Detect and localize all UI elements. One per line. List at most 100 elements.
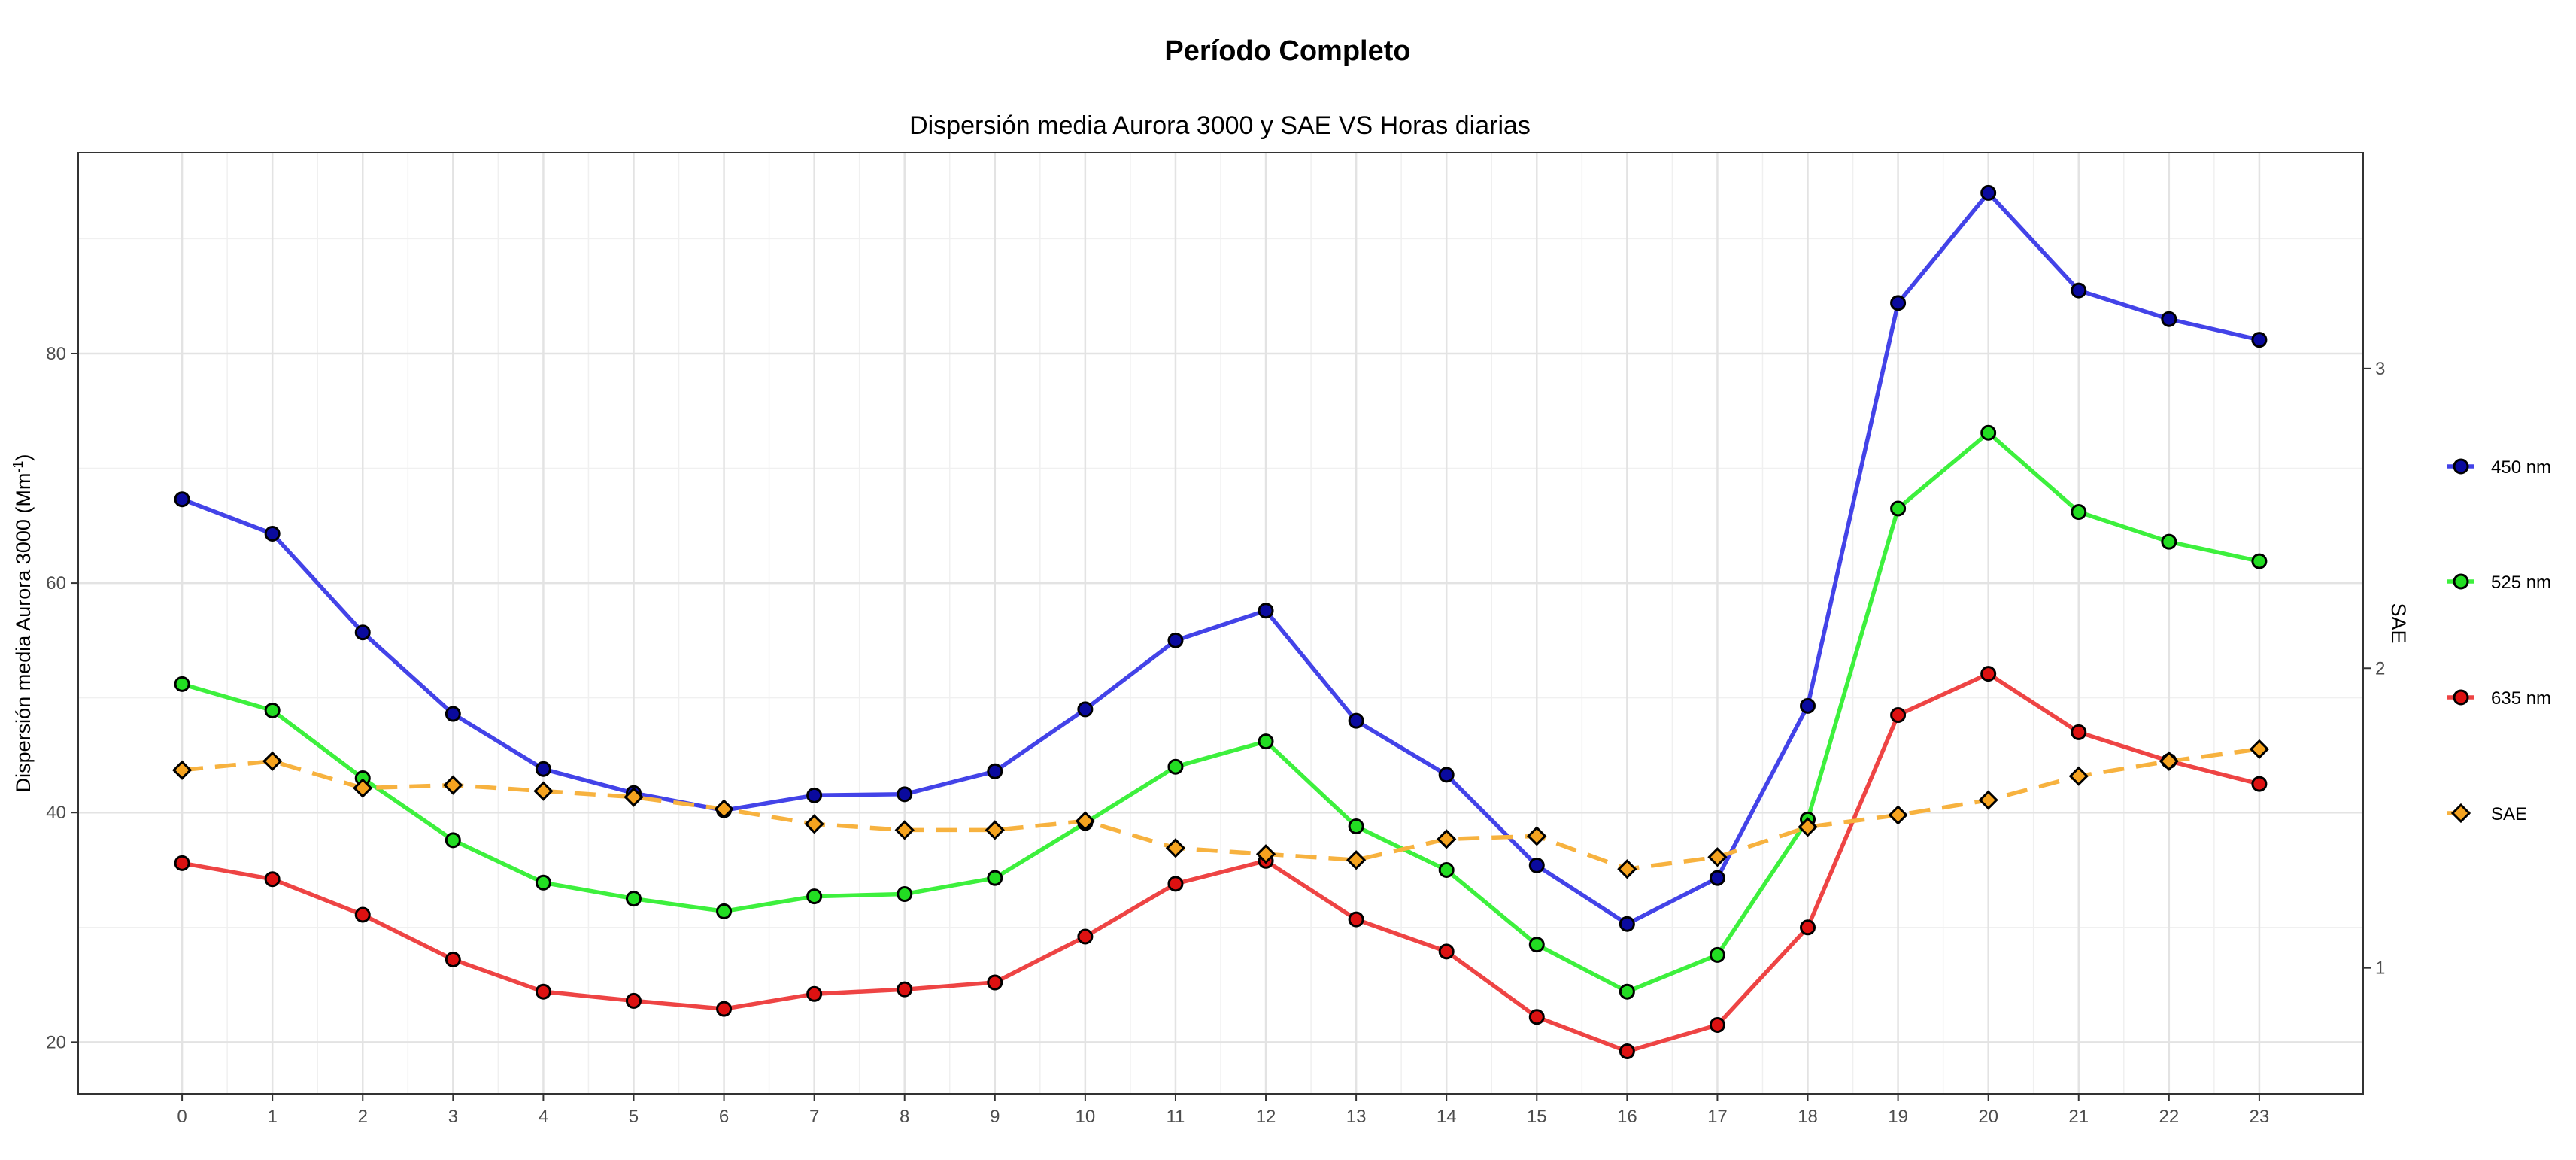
data-point xyxy=(716,1001,733,1017)
y-axis-right: 1 2 3 xyxy=(2363,359,2385,979)
data-point xyxy=(264,702,281,718)
x-tick-label: 14 xyxy=(1437,1107,1457,1127)
x-tick-label: 7 xyxy=(809,1107,819,1127)
data-point xyxy=(1348,818,1364,835)
data-point xyxy=(2161,533,2177,550)
x-tick-label: 20 xyxy=(1978,1107,1998,1127)
data-point xyxy=(2161,311,2177,327)
data-point xyxy=(2068,766,2089,786)
data-point xyxy=(353,778,373,798)
data-point xyxy=(2071,282,2087,299)
legend-item: 525 nm xyxy=(2447,572,2551,593)
data-point xyxy=(1619,916,1635,932)
plot-frame xyxy=(77,152,2364,1095)
y2-axis-title: SAE xyxy=(2387,603,2410,643)
data-point xyxy=(445,832,461,849)
x-tick-label: 10 xyxy=(1076,1107,1096,1127)
data-point xyxy=(1888,805,1908,825)
legend-swatch-marker xyxy=(2450,803,2471,824)
data-point xyxy=(354,906,371,923)
x-tick-label: 22 xyxy=(2159,1107,2179,1127)
data-point xyxy=(1258,733,1274,750)
data-point xyxy=(2251,776,2268,792)
data-point xyxy=(445,706,461,722)
data-point xyxy=(1978,790,1998,810)
data-point xyxy=(1527,826,1547,846)
x-tick-label: 16 xyxy=(1617,1107,1637,1127)
y-axis-title-sup: -1 xyxy=(11,461,26,473)
data-point xyxy=(1348,911,1364,928)
chart-subtitle: Dispersión media Aurora 3000 y SAE VS Ho… xyxy=(909,111,1531,140)
data-point xyxy=(2251,553,2268,569)
data-point xyxy=(1077,701,1094,718)
data-point xyxy=(806,787,823,803)
data-point xyxy=(1890,295,1907,311)
data-point xyxy=(2071,504,2087,521)
data-point xyxy=(987,763,1003,779)
data-point xyxy=(804,814,824,834)
data-point xyxy=(1077,928,1094,945)
y-axis-title-end: ) xyxy=(12,454,35,461)
data-point xyxy=(1167,876,1184,892)
x-tick-label: 18 xyxy=(1798,1107,1818,1127)
data-point xyxy=(535,983,551,1000)
data-point xyxy=(1255,844,1276,864)
x-tick-label: 15 xyxy=(1527,1107,1547,1127)
y2-tick-label: 2 xyxy=(2375,658,2385,679)
data-point xyxy=(1617,859,1637,879)
data-point xyxy=(1619,983,1635,1000)
x-tick-label: 9 xyxy=(990,1107,1000,1127)
legend-item: 450 nm xyxy=(2447,457,2551,478)
data-point xyxy=(1346,850,1367,870)
y-tick-label: 40 xyxy=(46,803,66,823)
data-point xyxy=(1167,632,1184,648)
data-point xyxy=(1707,847,1728,867)
data-point xyxy=(1258,603,1274,619)
data-point xyxy=(1980,424,1997,441)
series-layer xyxy=(180,190,2262,1054)
x-tick-label: 1 xyxy=(267,1107,277,1127)
data-point xyxy=(1980,666,1997,682)
data-point xyxy=(1800,697,1816,714)
x-tick-label: 21 xyxy=(2068,1107,2089,1127)
legend-label: 525 nm xyxy=(2491,572,2551,593)
data-point xyxy=(716,903,733,919)
data-point xyxy=(535,874,551,891)
x-tick-label: 5 xyxy=(629,1107,639,1127)
data-point xyxy=(174,491,190,508)
data-point xyxy=(445,952,461,968)
x-tick-label: 0 xyxy=(177,1107,187,1127)
points-layer xyxy=(171,184,2270,1060)
x-tick-label: 23 xyxy=(2250,1107,2270,1127)
data-point xyxy=(1437,829,1457,849)
data-point xyxy=(806,985,823,1002)
x-tick-label: 19 xyxy=(1888,1107,1908,1127)
x-tick-label: 13 xyxy=(1346,1107,1367,1127)
data-point xyxy=(2071,724,2087,740)
data-point xyxy=(1619,1043,1635,1060)
data-point xyxy=(894,820,915,840)
legend-item: SAE xyxy=(2447,803,2527,824)
data-point xyxy=(1890,707,1907,724)
data-point xyxy=(1165,838,1186,858)
y2-tick-label: 3 xyxy=(2375,359,2385,379)
data-point xyxy=(535,761,551,777)
data-point xyxy=(533,781,554,801)
data-point xyxy=(2251,332,2268,348)
legend-label: 450 nm xyxy=(2491,457,2551,478)
data-point xyxy=(1348,712,1364,729)
x-tick-label: 12 xyxy=(1256,1107,1276,1127)
data-point xyxy=(1798,817,1818,837)
x-tick-label: 4 xyxy=(539,1107,548,1127)
data-point xyxy=(1800,919,1816,936)
data-point xyxy=(625,992,642,1009)
y-tick-label: 20 xyxy=(46,1032,66,1052)
data-point xyxy=(897,786,913,803)
data-point xyxy=(262,751,283,771)
legend-swatch-marker xyxy=(2453,573,2469,590)
data-point xyxy=(1167,758,1184,775)
x-tick-label: 2 xyxy=(358,1107,368,1127)
y-axis-title: Dispersión media Aurora 3000 (Mm-1) xyxy=(11,454,35,793)
